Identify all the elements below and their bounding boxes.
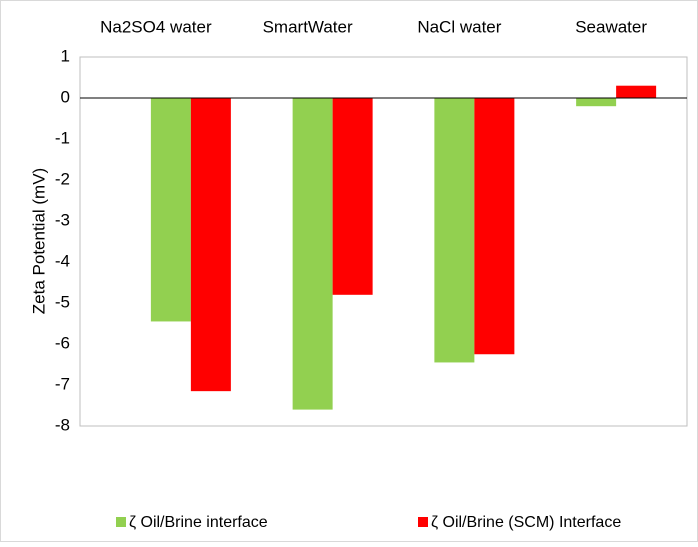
legend-swatch <box>116 517 126 527</box>
x-tick-label: NaCl water <box>417 17 501 36</box>
legend-swatch <box>418 517 428 527</box>
x-tick-label: SmartWater <box>263 17 353 36</box>
bar <box>474 98 515 355</box>
x-tick-label: Seawater <box>575 17 647 36</box>
y-tick-label: -7 <box>55 374 70 393</box>
plot-frame <box>79 56 688 427</box>
y-tick-label: -5 <box>55 292 70 311</box>
bar <box>150 98 191 322</box>
y-tick-label: -2 <box>55 169 70 188</box>
bar <box>576 98 617 107</box>
y-tick-label: -3 <box>55 210 70 229</box>
y-tick-label: 0 <box>61 87 70 106</box>
y-tick-label: -6 <box>55 333 70 352</box>
bar <box>434 98 475 363</box>
bar <box>616 85 657 98</box>
y-tick-label: -1 <box>55 128 70 147</box>
legend-label: ζ Oil/Brine interface <box>129 514 268 531</box>
bar <box>190 98 231 392</box>
y-tick-label: -4 <box>55 251 70 270</box>
x-tick-label: Na2SO4 water <box>100 17 212 36</box>
y-tick-label: 1 <box>61 46 70 65</box>
legend-label: ζ Oil/Brine (SCM) Interface <box>431 514 621 531</box>
bar <box>292 98 333 410</box>
bar <box>332 98 373 295</box>
y-axis-label: Zeta Potential (mV) <box>29 168 48 314</box>
y-tick-label: -8 <box>55 415 70 434</box>
